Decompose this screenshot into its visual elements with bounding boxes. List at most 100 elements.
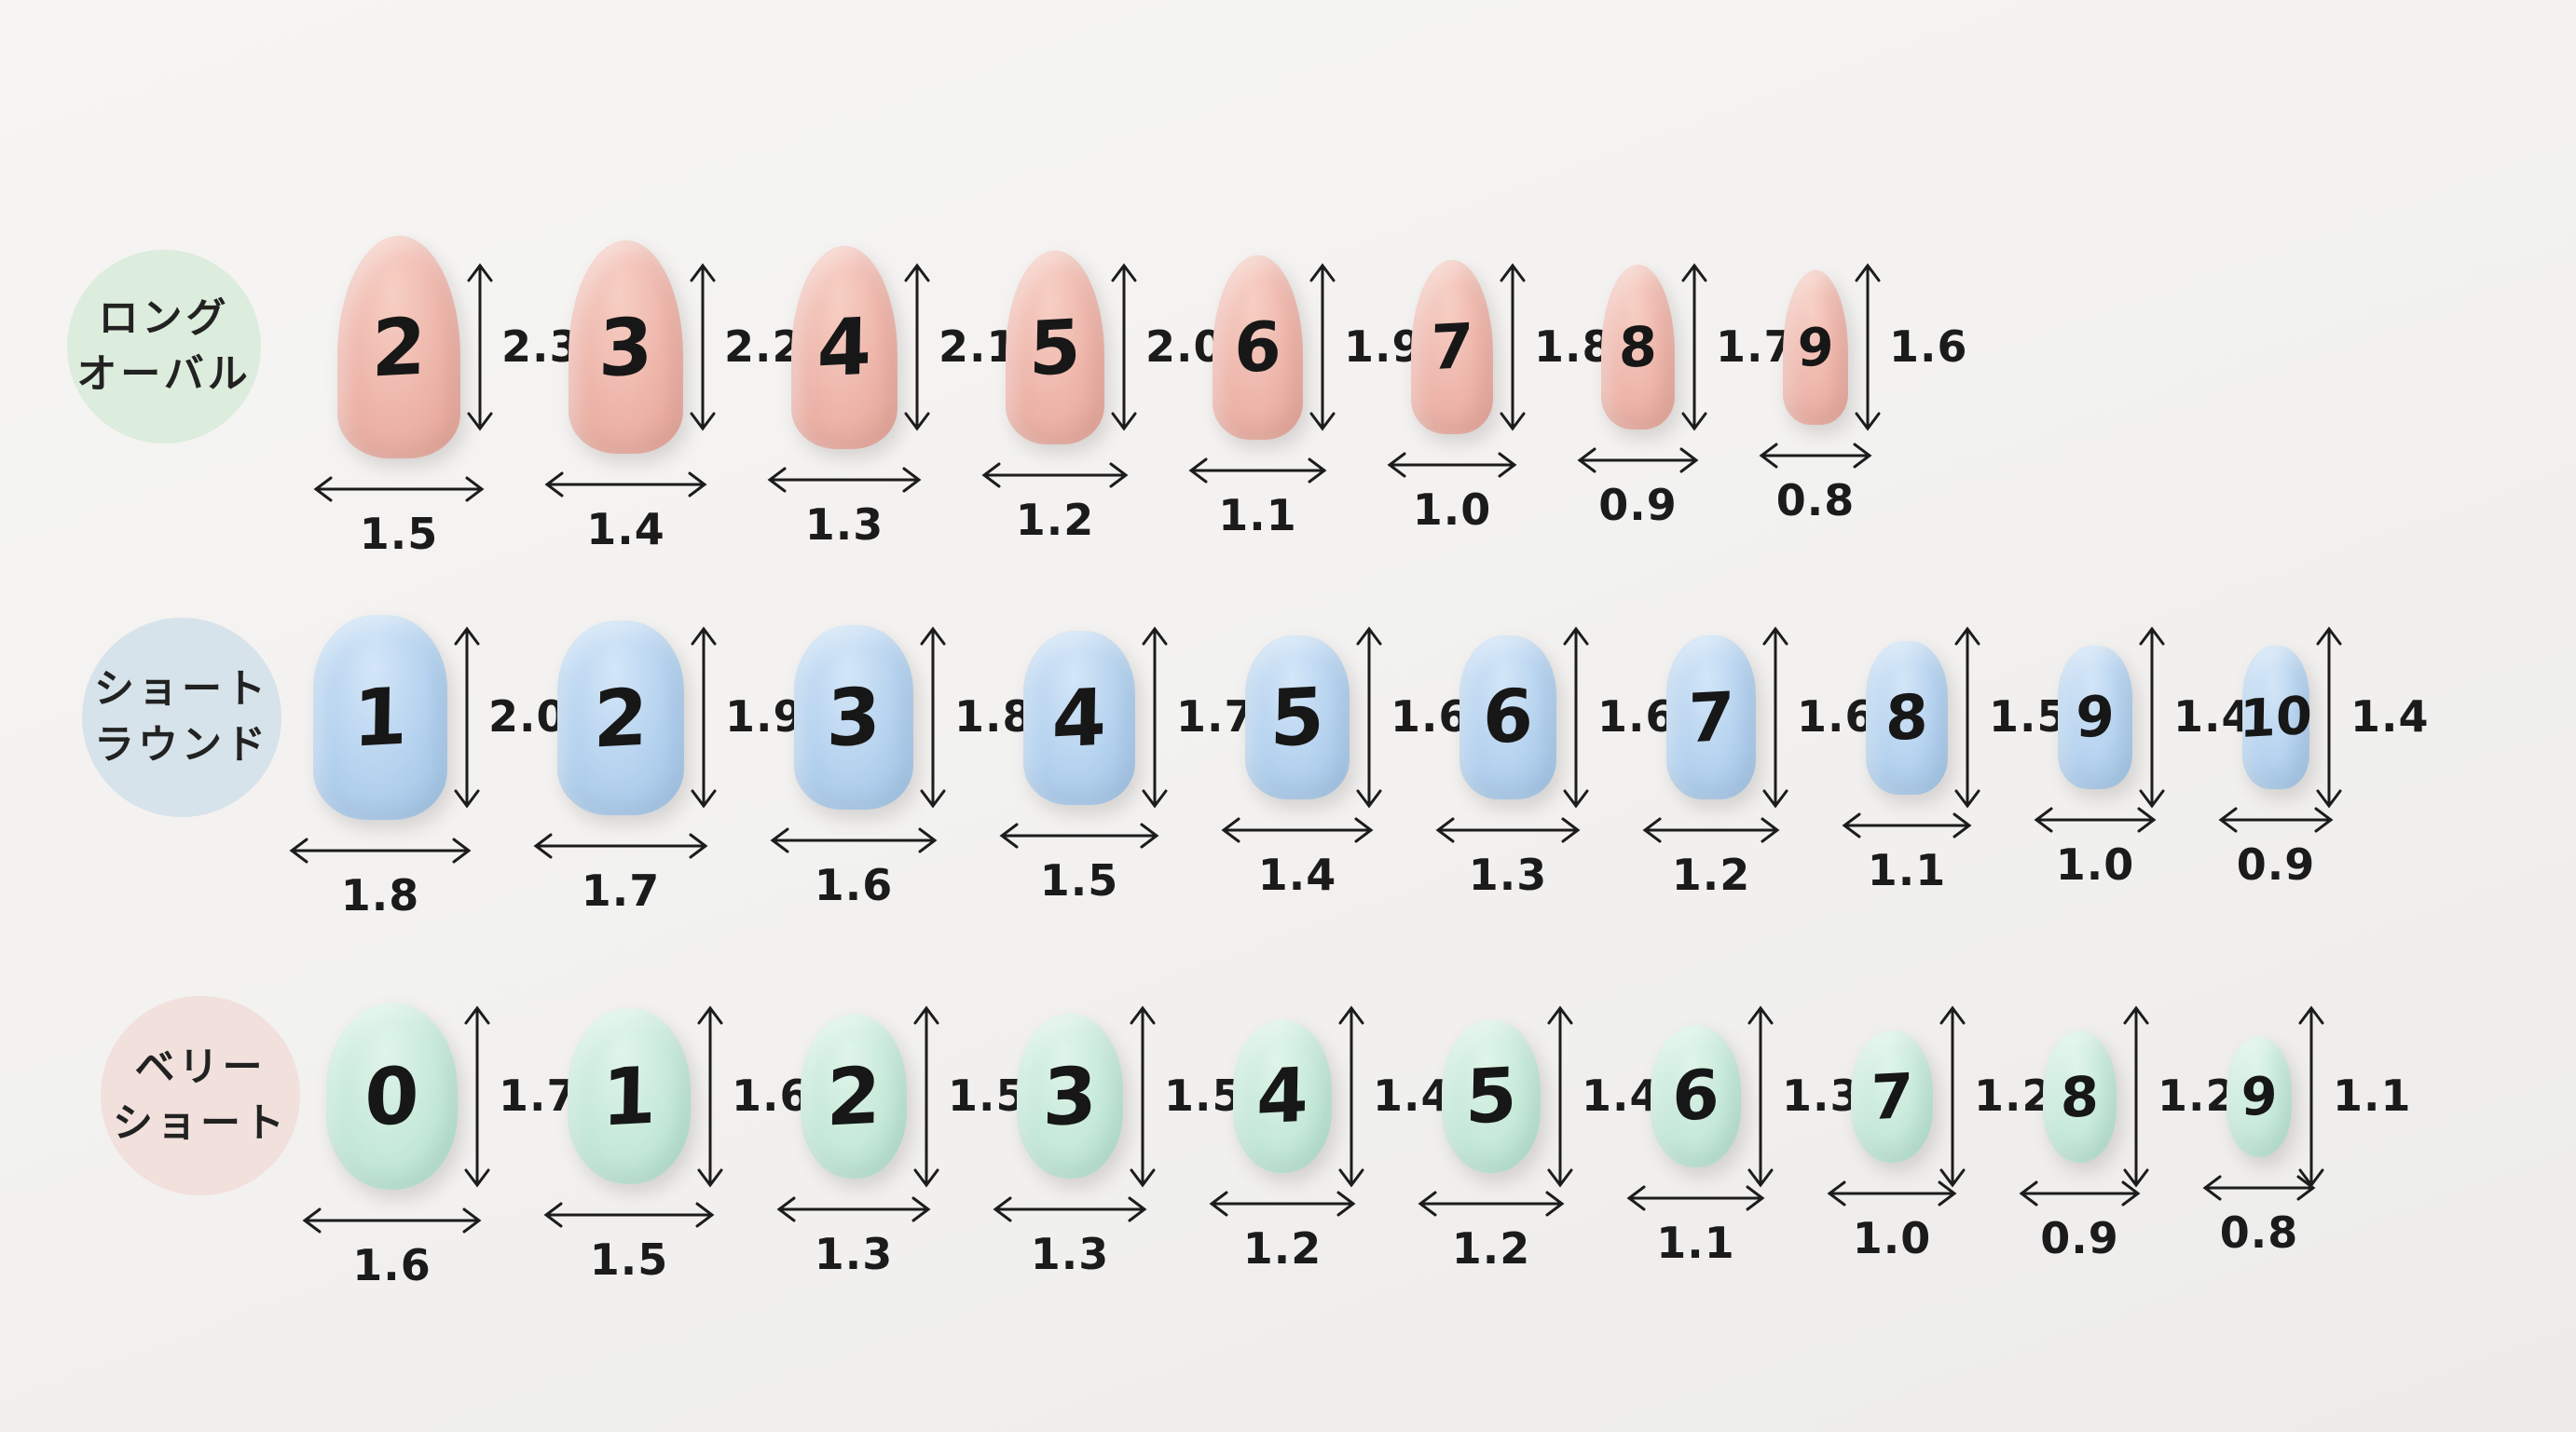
width-arrow-icon: [1387, 452, 1517, 477]
width-label: 1.0: [2055, 839, 2135, 890]
height-label: 1.8: [1534, 320, 1613, 372]
nail-cell: 6 1.6 1.3: [1435, 615, 1676, 941]
row-long-oval: ロング オーバル 2 2.3 1.5 3 2.2 1.4 4 2.1 1.3 5 2.0 1.2 6 1.…: [0, 235, 2576, 589]
nail-size-number: 8: [1618, 313, 1658, 380]
nail-tip: 1: [568, 1007, 691, 1184]
height-label: 1.7: [1716, 320, 1795, 372]
nail-size-number: 5: [1268, 670, 1326, 765]
height-label: 1.6: [1889, 320, 1968, 372]
nail-cell: 5 1.6 1.4: [1221, 615, 1469, 941]
row-label-text: ロング: [98, 294, 230, 342]
nail-size-number: 4: [815, 299, 873, 395]
height-label: 1.4: [1582, 1070, 1661, 1121]
nail-size-number: 5: [1028, 302, 1082, 392]
width-label: 1.8: [340, 870, 420, 921]
row-label-text: ラウンド: [94, 722, 269, 769]
height-label: 1.6: [1391, 691, 1470, 742]
width-label: 1.2: [1451, 1222, 1531, 1274]
height-arrow-icon: [1547, 1005, 1573, 1187]
height-arrow-icon: [464, 1005, 490, 1187]
height-label: 1.9: [725, 691, 804, 742]
nail-tip: 6: [1459, 635, 1556, 799]
nail-cell: 8 1.5 1.1: [1842, 615, 2067, 941]
nail-tip: 0: [326, 1002, 458, 1190]
nail-size-number: 3: [597, 299, 654, 394]
height-label: 2.3: [501, 320, 581, 372]
width-arrow-icon: [999, 823, 1159, 849]
nail-cell: 8 1.7 0.9: [1577, 236, 1794, 580]
nail-cell: 3 2.2 1.4: [544, 236, 802, 580]
width-arrow-icon: [2218, 807, 2334, 833]
width-label: 1.5: [1039, 855, 1119, 906]
height-arrow-icon: [1681, 263, 1707, 430]
row-label-text: オーバル: [76, 351, 252, 398]
nail-tip: 2: [801, 1013, 907, 1179]
nail-size-number: 9: [2075, 683, 2116, 752]
row-label-text: ショート: [94, 665, 269, 713]
nail-cells: 2 2.3 1.5 3 2.2 1.4 4 2.1 1.3 5 2.0 1.2 6 1.9 1.1 7 1.8 1…: [313, 235, 1967, 580]
height-arrow-icon: [454, 626, 480, 809]
width-label: 1.3: [1030, 1228, 1110, 1279]
width-arrow-icon: [313, 476, 485, 501]
nail-cell: 1 2.0 1.8: [289, 615, 567, 941]
nail-size-number: 9: [1796, 315, 1835, 379]
nail-cell: 9 1.1 0.8: [2202, 1002, 2411, 1311]
nail-tip: 9: [1783, 269, 1848, 425]
height-arrow-icon: [1939, 1005, 1966, 1187]
row-label-text: ショート: [113, 1100, 288, 1147]
width-arrow-icon: [1418, 1191, 1565, 1216]
width-label: 0.9: [2040, 1212, 2119, 1263]
nail-tip: 3: [569, 239, 683, 454]
width-arrow-icon: [1642, 817, 1780, 843]
width-label: 1.2: [1015, 494, 1095, 545]
width-arrow-icon: [543, 1202, 715, 1227]
nail-size-number: 3: [825, 670, 883, 765]
nail-cell: 4 1.7 1.5: [999, 615, 1254, 941]
nail-size-number: 10: [2239, 685, 2313, 750]
width-arrow-icon: [544, 471, 707, 497]
width-label: 1.1: [1867, 845, 1947, 895]
nail-tip: 8: [2043, 1030, 2117, 1163]
height-label: 1.6: [1797, 691, 1876, 742]
width-arrow-icon: [1827, 1180, 1957, 1206]
nail-cell: 6 1.3 1.1: [1626, 1002, 1860, 1311]
width-label: 1.3: [1468, 850, 1548, 900]
width-label: 1.6: [352, 1239, 432, 1290]
width-arrow-icon: [2202, 1175, 2316, 1200]
nail-cell: 3 1.8 1.6: [770, 615, 1033, 941]
nail-cell: 1 1.6 1.5: [543, 1002, 810, 1311]
height-arrow-icon: [690, 263, 716, 430]
height-arrow-icon: [920, 626, 946, 809]
nail-tip: 9: [2058, 646, 2132, 789]
width-label: 1.1: [1218, 489, 1297, 540]
width-arrow-icon: [1842, 812, 1972, 839]
nail-cell: 2 2.3 1.5: [313, 235, 580, 580]
height-arrow-icon: [2298, 1005, 2324, 1187]
nail-size-number: 6: [1233, 306, 1282, 389]
nail-size-number: 1: [600, 1048, 658, 1143]
nail-tip: 7: [1666, 635, 1756, 799]
nail-tip: 4: [1023, 631, 1135, 805]
nail-tip: 5: [1442, 1018, 1541, 1173]
nail-tip: 8: [1601, 264, 1675, 430]
height-label: 1.7: [499, 1070, 578, 1121]
nail-cell: 2 1.5 1.3: [776, 1002, 1026, 1311]
nail-size-number: 2: [370, 299, 428, 394]
width-arrow-icon: [1188, 457, 1327, 483]
nail-tip: 8: [1866, 641, 1948, 795]
height-arrow-icon: [913, 1005, 939, 1187]
height-label: 2.0: [488, 691, 568, 742]
width-label: 0.8: [1775, 474, 1856, 525]
nail-cell: 8 1.2 0.9: [2019, 1002, 2236, 1311]
height-label: 1.2: [2158, 1070, 2237, 1121]
width-arrow-icon: [1626, 1185, 1765, 1210]
nail-size-number: 8: [1884, 680, 1929, 756]
height-label: 2.1: [939, 320, 1018, 372]
nail-tip: 10: [2239, 646, 2313, 789]
height-arrow-icon: [2123, 1005, 2149, 1187]
height-label: 2.0: [1145, 320, 1225, 372]
height-label: 1.5: [1989, 691, 2068, 742]
nail-tip: 5: [1245, 635, 1350, 799]
height-arrow-icon: [467, 263, 493, 430]
nail-cells: 0 1.7 1.6 1 1.6 1.5 2 1.5 1.3 3 1.5 1.3 4 1.4 1.2 5 1.4 1…: [302, 1002, 2411, 1311]
